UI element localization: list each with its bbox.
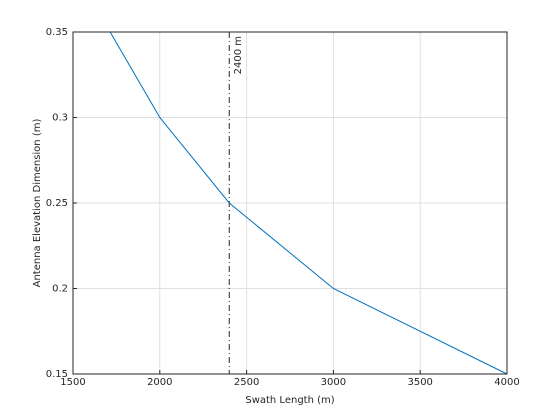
x-tick-label: 1500 <box>60 377 85 388</box>
y-tick-label: 0.15 <box>46 369 68 380</box>
x-tick-label: 3000 <box>321 377 346 388</box>
axes-box <box>72 31 508 375</box>
annotation: 2400 m <box>233 36 244 74</box>
y-tick-label: 0.35 <box>46 27 68 38</box>
line <box>109 31 508 375</box>
x-tick-label: 2000 <box>147 377 172 388</box>
x-tick-label: 3500 <box>407 377 432 388</box>
x-tick-label: 4000 <box>494 377 519 388</box>
y-axis-label: Antenna Elevation Dimension (m) <box>32 119 43 288</box>
y-tick-label: 0.25 <box>46 198 68 209</box>
y-tick-label: 0.2 <box>52 284 68 295</box>
y-tick-label: 0.3 <box>52 113 68 124</box>
x-axis-label: Swath Length (m) <box>245 395 334 406</box>
x-tick-label: 2500 <box>234 377 259 388</box>
